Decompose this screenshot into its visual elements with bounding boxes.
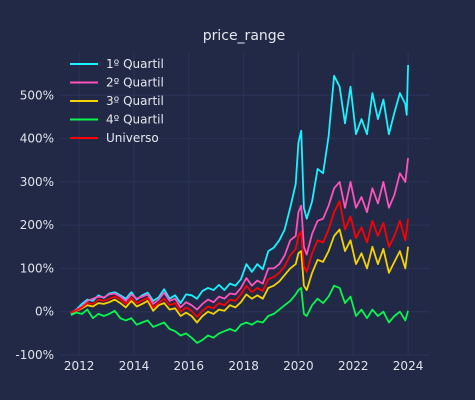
legend-label: 3º Quartil — [106, 94, 164, 108]
x-tick-label: 2022 — [338, 359, 369, 373]
legend-label: 1º Quartil — [106, 57, 164, 71]
legend-label: 2º Quartil — [106, 76, 164, 90]
series-line — [70, 228, 409, 324]
chart-title: price_range — [203, 28, 286, 44]
x-tick-label: 2016 — [174, 359, 205, 373]
y-axis: -100% 0% 100% 200% 300% 400% 500% — [15, 88, 54, 362]
y-tick-label: 300% — [20, 175, 54, 189]
series-line — [70, 284, 409, 344]
y-tick-label: 500% — [20, 88, 54, 102]
series-line — [70, 64, 409, 315]
y-tick-label: -100% — [15, 348, 54, 362]
x-axis: 2012 2014 2016 2018 2020 2022 2024 — [64, 359, 423, 373]
x-tick-label: 2020 — [283, 359, 314, 373]
legend-label: 4º Quartil — [106, 113, 164, 127]
y-tick-label: 400% — [20, 132, 54, 146]
y-tick-label: 0% — [35, 305, 54, 319]
y-tick-label: 200% — [20, 218, 54, 232]
x-tick-label: 2014 — [119, 359, 150, 373]
x-tick-label: 2012 — [64, 359, 95, 373]
series-line — [70, 157, 409, 314]
x-tick-label: 2024 — [393, 359, 424, 373]
series-line — [70, 200, 409, 318]
series-lines — [70, 64, 409, 344]
legend: 1º Quartil 2º Quartil 3º Quartil 4º Quartil… — [70, 57, 164, 145]
legend-label: Universo — [106, 131, 159, 145]
y-tick-label: 100% — [20, 261, 54, 275]
x-tick-label: 2018 — [228, 359, 259, 373]
